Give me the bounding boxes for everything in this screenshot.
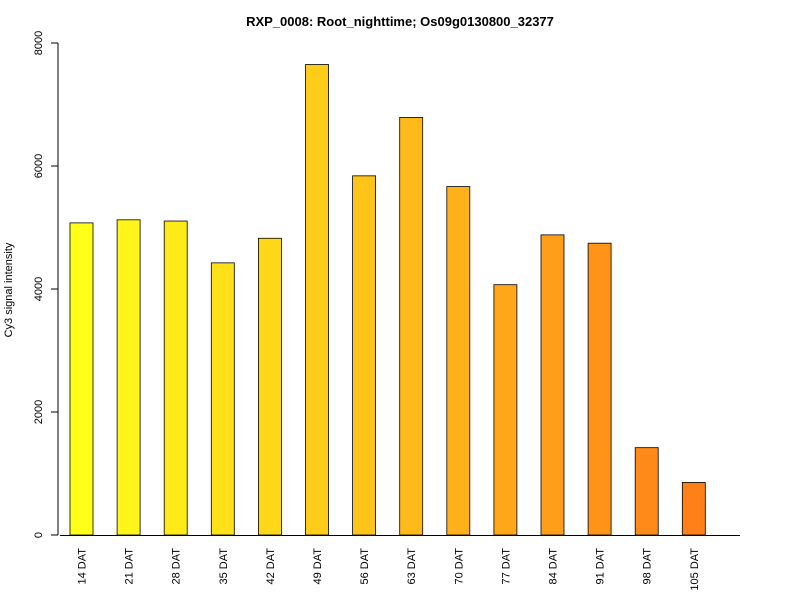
bar — [634, 447, 659, 536]
bar — [587, 242, 612, 536]
bar — [352, 175, 377, 536]
bar — [493, 284, 518, 536]
x-tick-label: 21 DAT — [124, 548, 136, 585]
bar — [446, 186, 471, 536]
bar — [116, 219, 141, 536]
x-tick-label: 35 DAT — [218, 548, 230, 585]
x-tick-label: 84 DAT — [548, 548, 560, 585]
x-tick-label: 98 DAT — [642, 548, 654, 585]
y-axis: 0 2000 4000 6000 8000 — [33, 31, 59, 538]
x-tick-label: 63 DAT — [406, 548, 418, 585]
y-tick-label: 6000 — [33, 154, 45, 178]
bar — [163, 220, 188, 536]
bar — [69, 222, 94, 536]
x-tick-label: 91 DAT — [595, 548, 607, 585]
bars — [69, 64, 706, 536]
bar — [257, 237, 282, 536]
bar — [681, 482, 706, 536]
y-tick-label: 0 — [33, 532, 45, 538]
x-tick-label: 56 DAT — [359, 548, 371, 585]
x-tick-label: 14 DAT — [77, 548, 89, 585]
bar — [399, 117, 424, 536]
x-tick-label: 70 DAT — [453, 548, 465, 585]
x-tick-label: 105 DAT — [689, 548, 701, 591]
y-tick-label: 2000 — [33, 400, 45, 424]
x-tick-label: 42 DAT — [265, 548, 277, 585]
x-tick-label: 28 DAT — [171, 548, 183, 585]
bar — [305, 64, 329, 536]
y-tick-label: 4000 — [33, 277, 45, 301]
bar — [540, 234, 565, 536]
chart-title: RXP_0008: Root_nighttime; Os09g0130800_3… — [246, 14, 554, 29]
x-tick-labels: 14 DAT 21 DAT 28 DAT 35 DAT 42 DAT 49 DAT 56 D… — [77, 548, 701, 591]
x-tick-label: 77 DAT — [500, 548, 512, 585]
y-tick-label: 8000 — [33, 31, 45, 55]
y-axis-label: Cy3 signal intensity — [3, 242, 15, 337]
bar — [210, 262, 235, 536]
x-tick-label: 49 DAT — [312, 548, 324, 585]
